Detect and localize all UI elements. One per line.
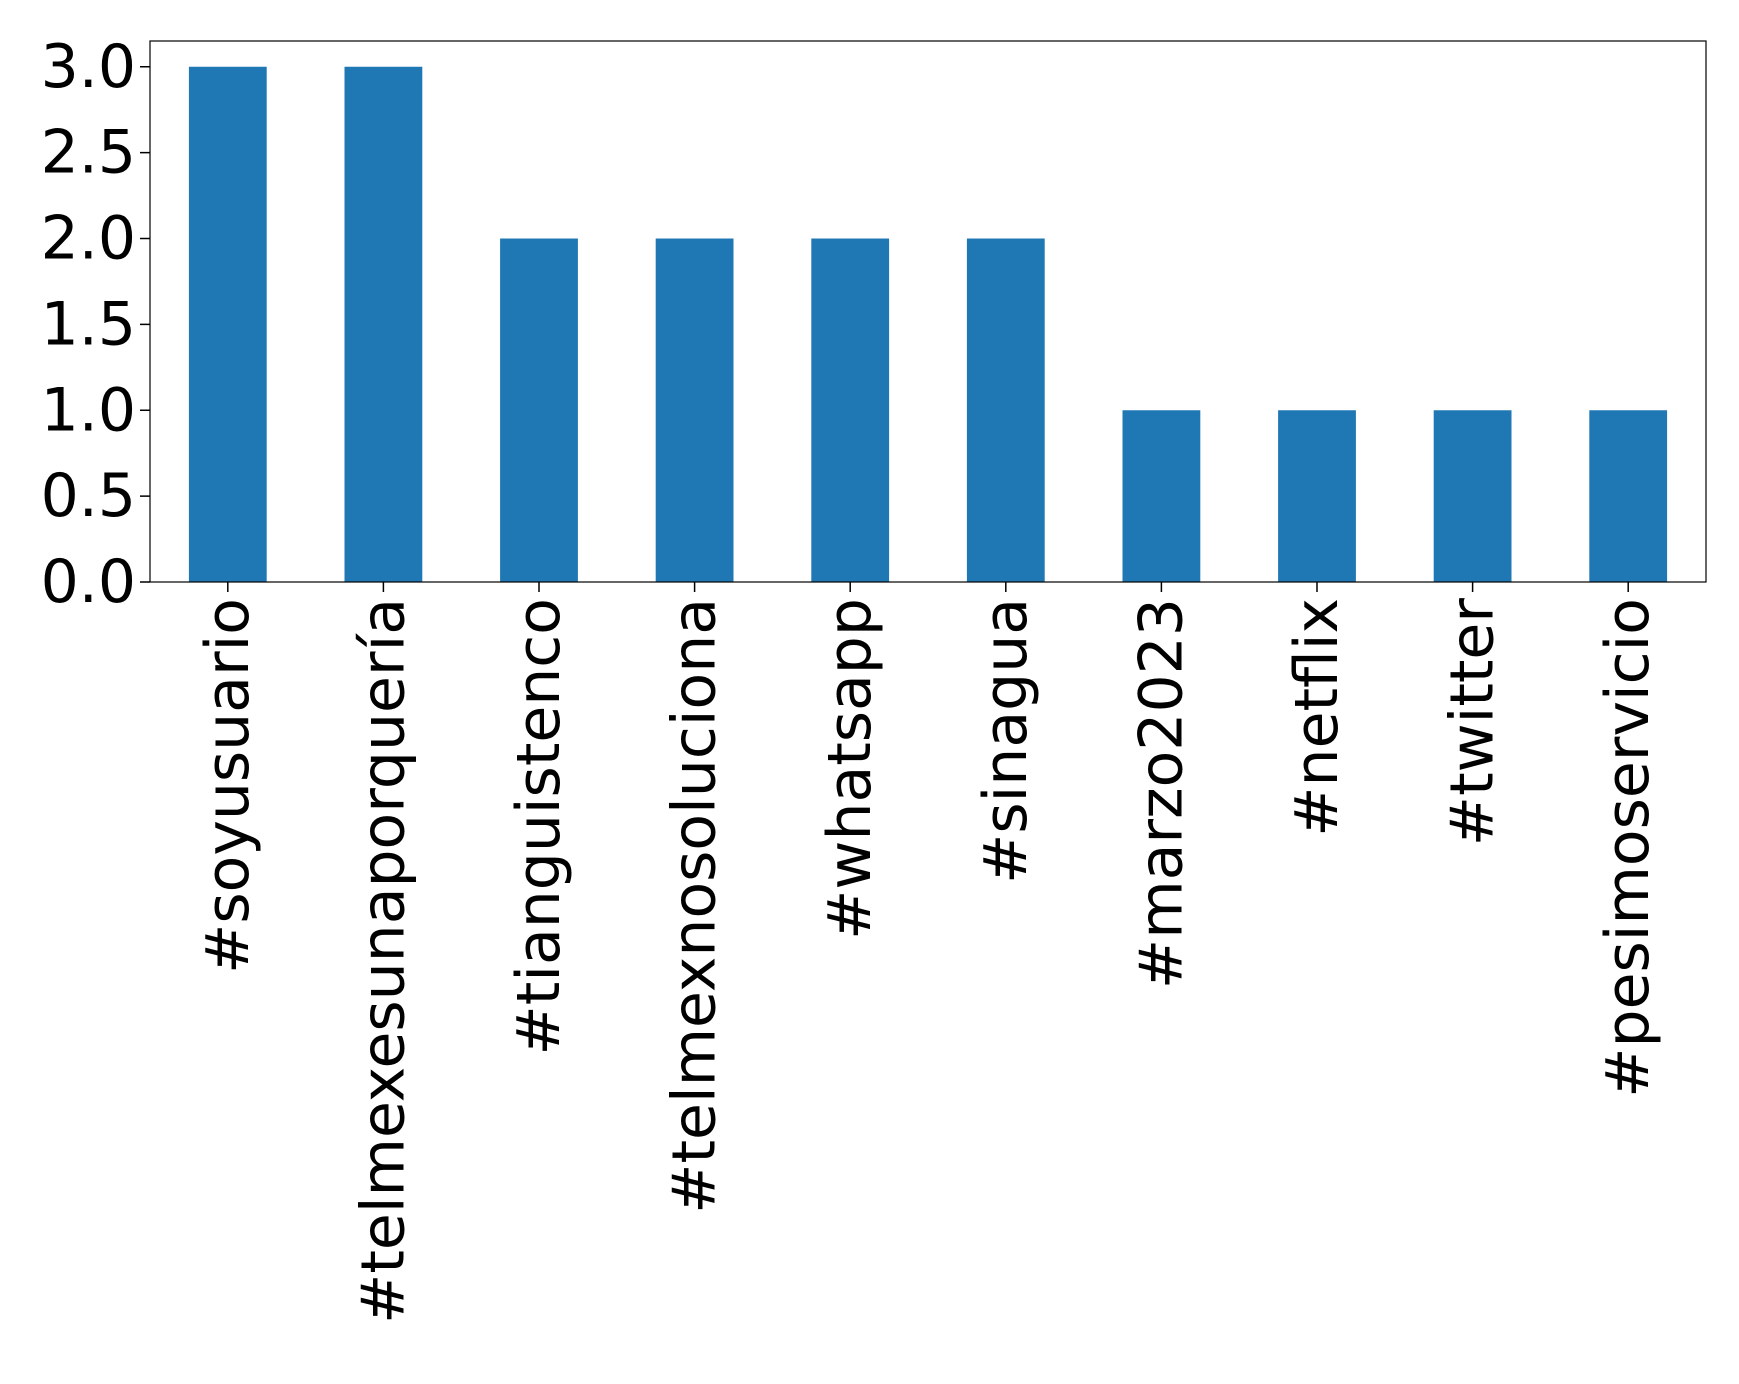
x-tick-label-2: #tianguistenco xyxy=(504,598,574,1055)
x-tick-label-0: #soyusuario xyxy=(193,598,263,974)
y-tick-label-0: 0.0 xyxy=(41,547,136,617)
y-tick-label-1: 0.5 xyxy=(41,461,136,531)
bar-1 xyxy=(344,66,423,582)
x-tick-label-1: #telmexesunaporquería xyxy=(348,598,418,1324)
bar-2 xyxy=(500,238,578,582)
x-tick-label-9: #pesimoservicio xyxy=(1593,598,1663,1098)
x-tick-label-3: #telmexnosoluciona xyxy=(660,598,730,1214)
bar-4 xyxy=(811,238,890,582)
y-tick-label-2: 1.0 xyxy=(41,375,136,445)
bars-layer xyxy=(188,66,1668,582)
y-axis: 0.0 0.5 1.0 1.5 2.0 2.5 3.0 xyxy=(41,32,150,617)
bar-6 xyxy=(1122,410,1201,582)
y-tick-label-5: 2.5 xyxy=(41,118,136,188)
x-tick-label-6: #marzo2023 xyxy=(1126,598,1196,989)
bar-0 xyxy=(188,66,267,582)
y-tick-label-4: 2.0 xyxy=(41,204,136,274)
x-tick-label-7: #netflix xyxy=(1282,598,1352,837)
x-tick-label-8: #twitter xyxy=(1438,598,1508,847)
bar-8 xyxy=(1433,410,1512,582)
bar-5 xyxy=(966,238,1045,582)
bar-7 xyxy=(1278,410,1356,582)
x-tick-label-5: #sinagua xyxy=(971,598,1041,884)
y-tick-label-3: 1.5 xyxy=(41,289,136,359)
y-tick-label-6: 3.0 xyxy=(41,32,136,102)
bar-3 xyxy=(655,238,734,582)
x-axis: #soyusuario #telmexesunaporquería #tiangui… xyxy=(193,582,1663,1324)
bar-9 xyxy=(1589,410,1668,582)
x-tick-label-4: #whatsapp xyxy=(815,598,885,940)
plot-frame xyxy=(149,40,1707,583)
